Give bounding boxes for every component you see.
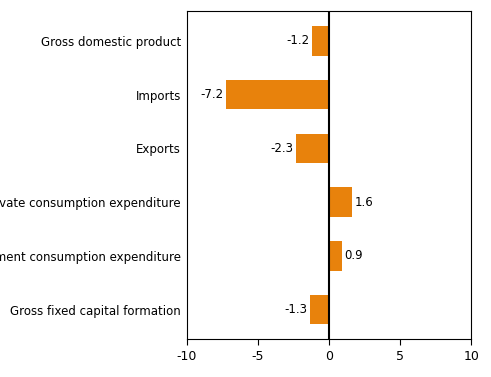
Bar	[312, 26, 329, 56]
Bar	[296, 134, 329, 163]
Bar	[329, 187, 352, 217]
Bar	[329, 241, 342, 271]
Bar	[310, 295, 329, 324]
Text: -2.3: -2.3	[271, 142, 294, 155]
Text: -1.3: -1.3	[285, 303, 307, 316]
Text: -7.2: -7.2	[200, 88, 223, 101]
Text: 1.6: 1.6	[355, 196, 373, 208]
Bar	[226, 80, 329, 109]
Text: -1.2: -1.2	[286, 34, 309, 48]
Text: 0.9: 0.9	[345, 250, 363, 262]
